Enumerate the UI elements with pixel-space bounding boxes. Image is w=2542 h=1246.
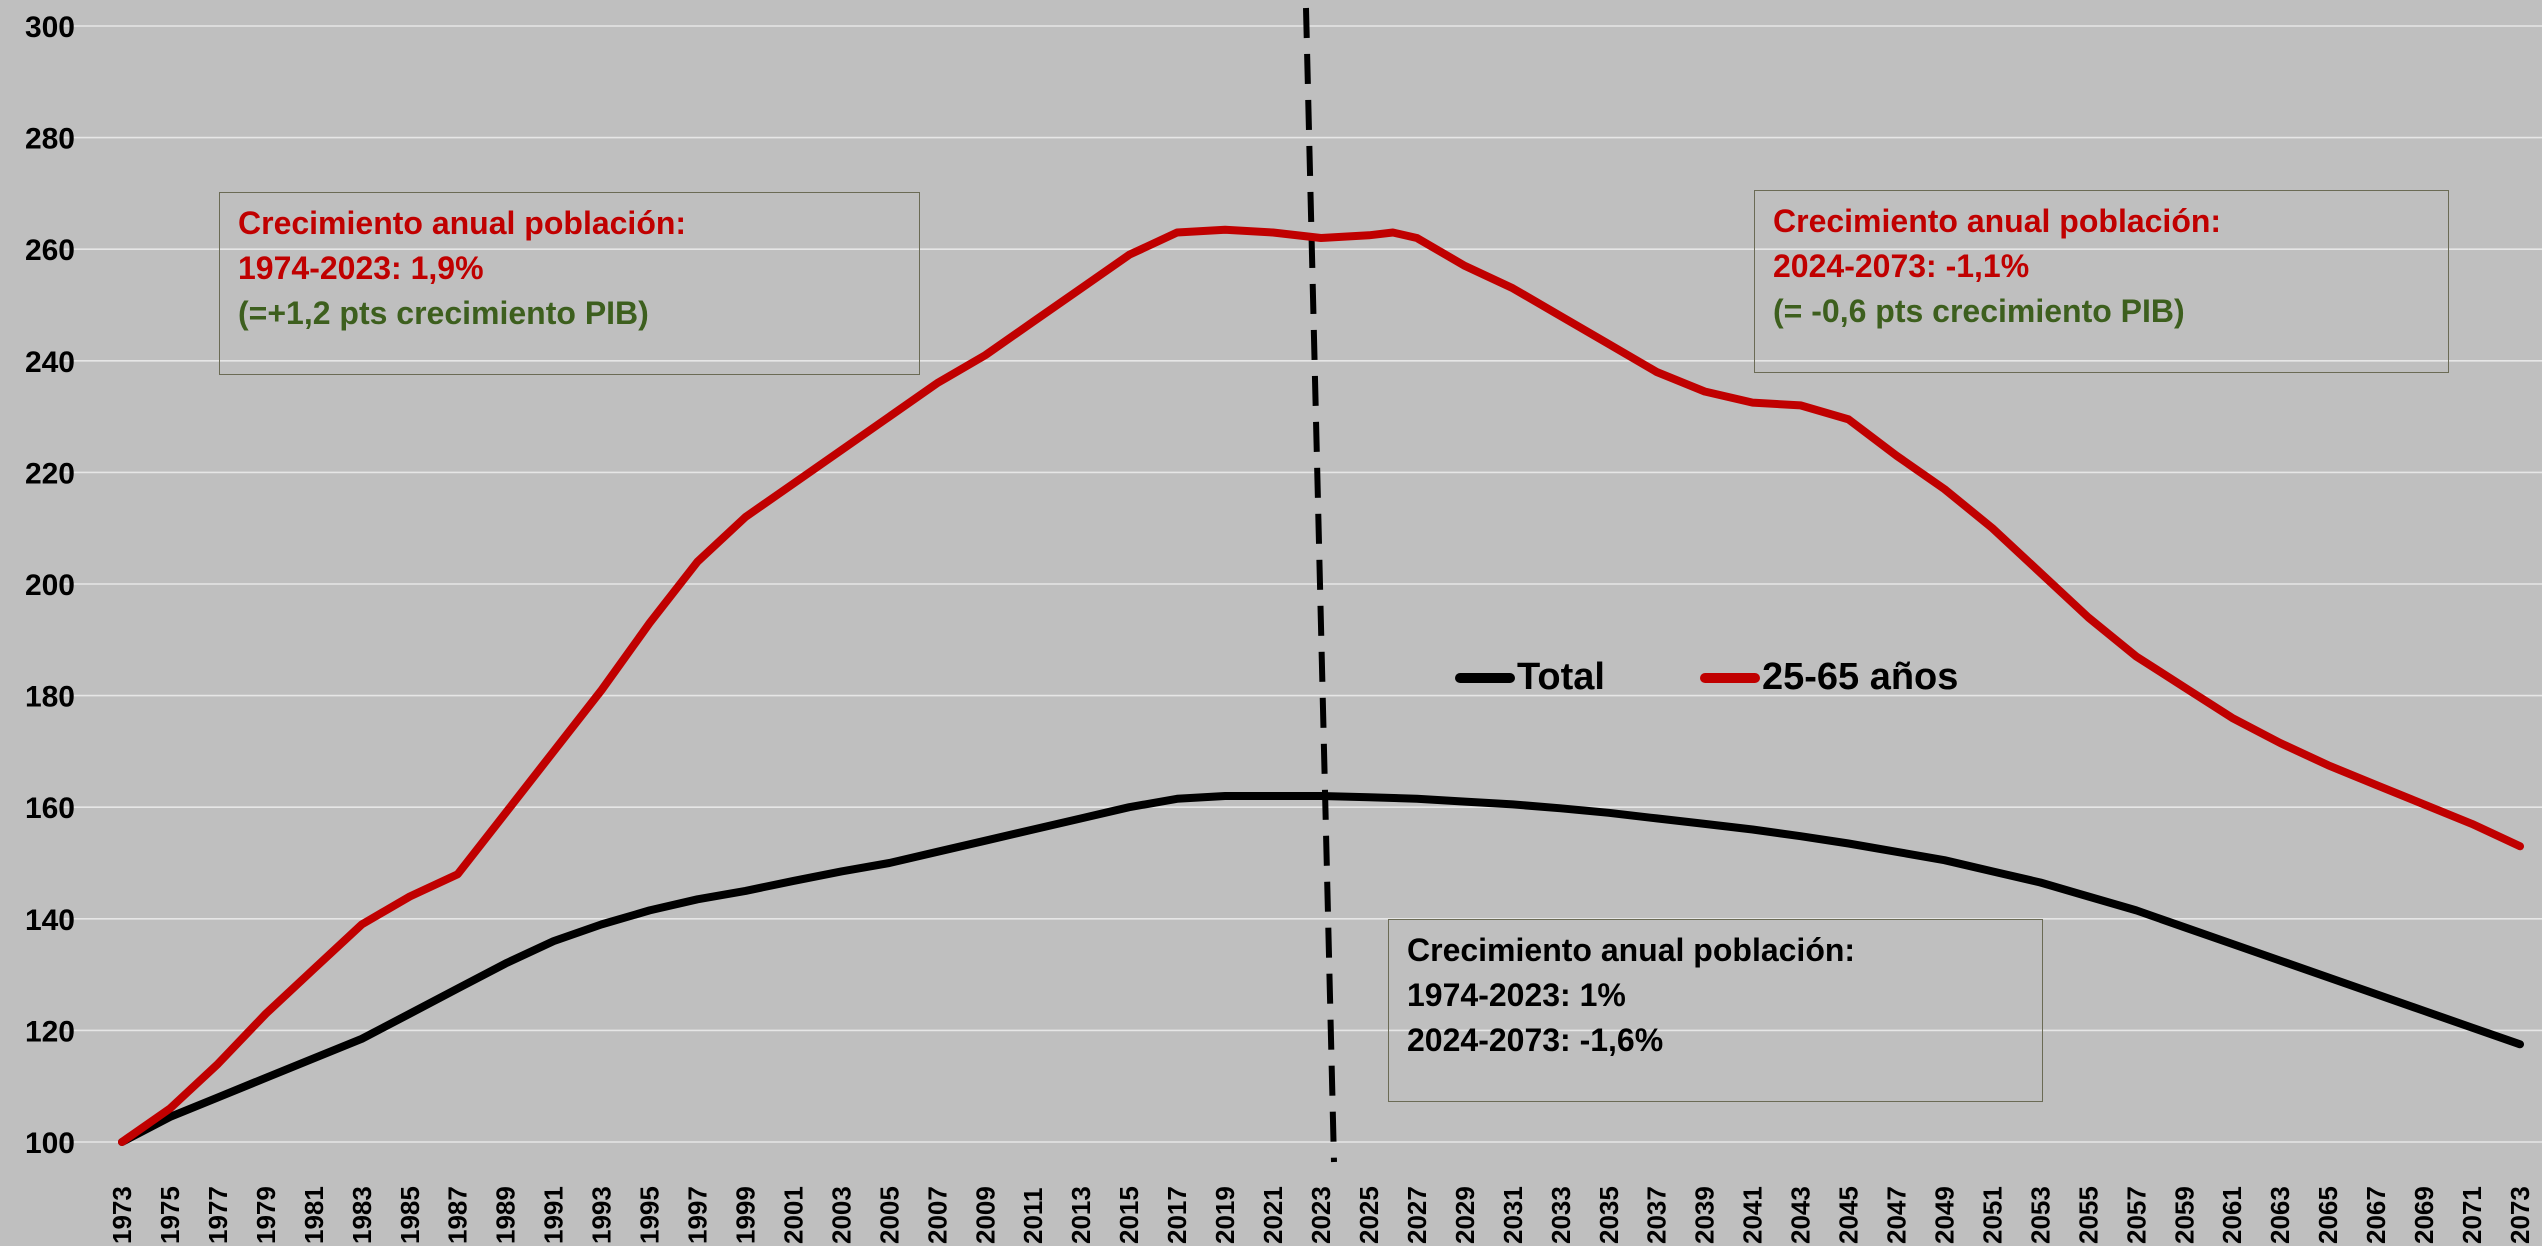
x-tick-label: 2037	[1642, 1186, 1672, 1244]
annotation-left-line3: (=+1,2 pts crecimiento PIB)	[238, 295, 649, 331]
annotation-left-line2: 1974-2023: 1,9%	[238, 250, 484, 286]
x-tick-label: 1991	[539, 1186, 569, 1244]
x-tick-label: 1995	[635, 1186, 665, 1244]
y-tick-label: 100	[25, 1127, 75, 1160]
x-tick-label: 2043	[1786, 1186, 1816, 1244]
grid-lines	[62, 25, 2542, 1143]
vline-2023	[1303, 7, 1337, 1163]
x-tick-label: 2011	[1018, 1188, 1048, 1244]
x-tick-label: 2053	[2025, 1186, 2055, 1244]
x-tick-label: 2033	[1546, 1186, 1576, 1244]
x-tick-label: 2061	[2217, 1186, 2247, 1244]
annotation-bottom-line1: Crecimiento anual población:	[1407, 932, 1856, 968]
x-tick-label: 2057	[2121, 1186, 2151, 1244]
x-tick-label: 1981	[299, 1186, 329, 1244]
y-tick-label: 140	[25, 904, 75, 937]
x-tick-label: 2073	[2505, 1186, 2535, 1244]
y-tick-label: 180	[25, 681, 75, 714]
x-tick-label: 1979	[251, 1186, 281, 1244]
x-tick-label: 2007	[922, 1186, 952, 1244]
x-tick-label: 2023	[1306, 1186, 1336, 1244]
x-tick-label: 2045	[1834, 1186, 1864, 1244]
legend-swatch-25-65	[1699, 672, 1760, 683]
annotation-box-bottom: Crecimiento anual población: 1974-2023: …	[1388, 919, 2043, 1102]
x-axis-ticks: 1973 1975 1977 1979 1981 1983 1985 1987 1989 1991…	[107, 1186, 2535, 1244]
y-axis-ticks: 100 120 140 160 180 200 220 240 260 280 300	[25, 11, 75, 1160]
x-tick-label: 2025	[1354, 1186, 1384, 1244]
y-tick-label: 300	[25, 11, 75, 44]
annotation-right-line2: 2024-2073: -1,1%	[1773, 248, 2030, 284]
y-tick-label: 280	[25, 123, 75, 156]
annotation-left-line1: Crecimiento anual población:	[238, 205, 687, 241]
x-tick-label: 2055	[2073, 1186, 2103, 1244]
x-tick-label: 2005	[874, 1186, 904, 1244]
annotation-box-left: Crecimiento anual población: 1974-2023: …	[219, 192, 920, 375]
legend-label-total: Total	[1517, 656, 1605, 698]
annotation-bottom-line3: 2024-2073: -1,6%	[1407, 1022, 1664, 1058]
y-tick-label: 240	[25, 346, 75, 379]
series-line-total	[118, 792, 2524, 1146]
x-tick-label: 1975	[155, 1186, 185, 1244]
y-tick-label: 120	[25, 1015, 75, 1048]
x-tick-label: 2065	[2313, 1186, 2343, 1244]
annotation-box-right: Crecimiento anual población: 2024-2073: …	[1754, 190, 2449, 373]
x-tick-label: 2071	[2457, 1186, 2487, 1244]
annotation-bottom-line2: 1974-2023: 1%	[1407, 977, 1626, 1013]
x-tick-label: 2017	[1162, 1186, 1192, 1244]
x-tick-label: 2027	[1402, 1186, 1432, 1244]
x-tick-label: 2063	[2265, 1186, 2295, 1244]
legend: Total 25-65 años	[1455, 656, 2053, 699]
x-tick-label: 2019	[1210, 1186, 1240, 1244]
x-tick-label: 2069	[2409, 1186, 2439, 1244]
x-tick-label: 2031	[1498, 1186, 1528, 1244]
legend-item-25-65: 25-65 años	[1699, 656, 1959, 699]
x-tick-label: 2039	[1690, 1186, 1720, 1244]
x-tick-label: 2047	[1882, 1186, 1912, 1244]
x-tick-label: 1973	[107, 1186, 137, 1244]
x-tick-label: 1993	[587, 1186, 617, 1244]
annotation-right-line1: Crecimiento anual población:	[1773, 203, 2222, 239]
x-tick-label: 2035	[1594, 1186, 1624, 1244]
y-tick-label: 220	[25, 457, 75, 490]
x-tick-label: 2029	[1450, 1186, 1480, 1244]
y-tick-label: 260	[25, 234, 75, 267]
x-tick-label: 2067	[2361, 1186, 2391, 1244]
annotation-right-line3: (= -0,6 pts crecimiento PIB)	[1773, 293, 2185, 329]
x-tick-label: 2051	[1977, 1186, 2007, 1244]
x-tick-label: 2021	[1258, 1186, 1288, 1244]
y-tick-label: 200	[25, 569, 75, 602]
series-lines	[118, 225, 2524, 1146]
projection-divider-line	[1303, 7, 1337, 1163]
legend-item-total: Total	[1455, 656, 1605, 699]
x-tick-label: 2059	[2169, 1186, 2199, 1244]
x-tick-label: 2041	[1738, 1186, 1768, 1244]
y-tick-label: 160	[25, 792, 75, 825]
x-tick-label: 1989	[491, 1186, 521, 1244]
x-tick-label: 2009	[970, 1186, 1000, 1244]
x-tick-label: 1983	[347, 1186, 377, 1244]
x-tick-label: 2015	[1114, 1186, 1144, 1244]
x-tick-label: 2003	[826, 1186, 856, 1244]
x-tick-label: 2049	[1929, 1186, 1959, 1244]
legend-swatch-total	[1455, 672, 1515, 683]
x-tick-label: 1985	[395, 1186, 425, 1244]
x-tick-label: 1977	[203, 1186, 233, 1244]
x-tick-label: 2001	[778, 1186, 808, 1244]
legend-label-25-65: 25-65 años	[1761, 656, 1959, 698]
x-tick-label: 1999	[730, 1186, 760, 1244]
x-tick-label: 1997	[683, 1186, 713, 1244]
x-tick-label: 2013	[1066, 1186, 1096, 1244]
series-line-25-65	[118, 225, 2524, 1146]
x-tick-label: 1987	[443, 1186, 473, 1244]
